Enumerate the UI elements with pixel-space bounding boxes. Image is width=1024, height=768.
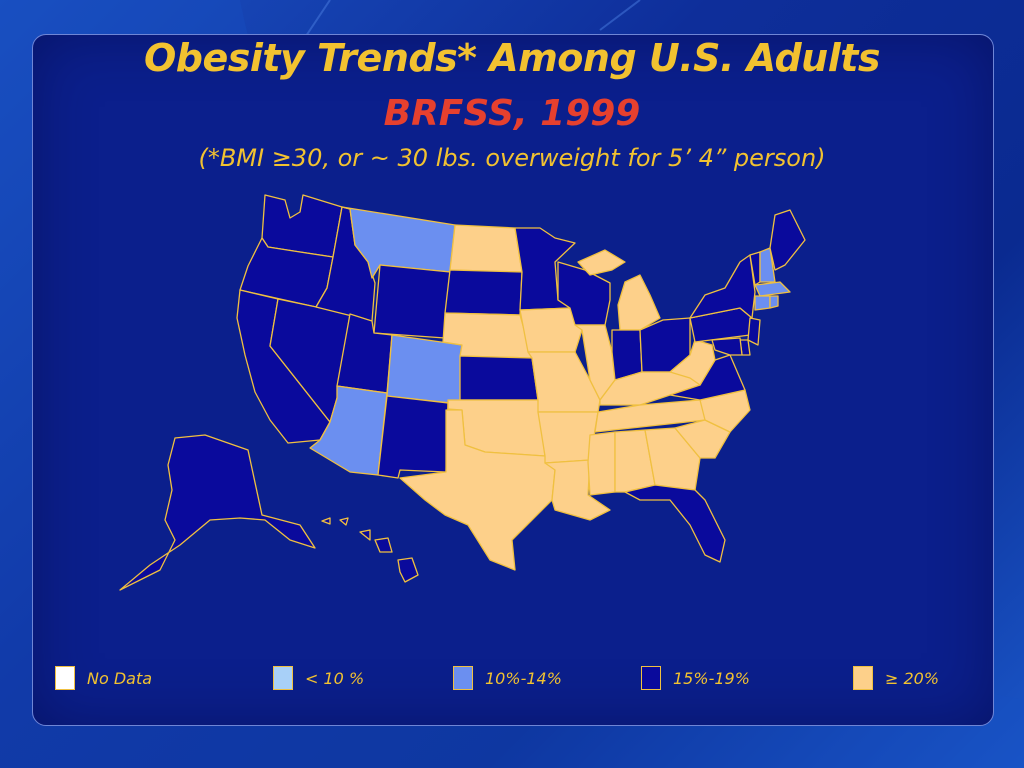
state-ri [769, 295, 779, 309]
state-sd [444, 269, 523, 316]
legend-swatch [453, 666, 473, 690]
state-wy [373, 264, 451, 339]
state-nm [377, 395, 449, 479]
state-fl [624, 484, 726, 563]
state-nc [699, 389, 751, 433]
state-ks [459, 355, 539, 401]
state-hi [321, 517, 419, 583]
slide-title: Obesity Trends* Among U.S. Adults [143, 36, 881, 80]
state-mi [577, 249, 626, 276]
state-nd [449, 224, 523, 273]
state-ms [587, 431, 616, 496]
state-ny [689, 254, 756, 319]
state-ga [644, 427, 701, 491]
state-mi-lower [617, 274, 661, 331]
state-wv [669, 339, 716, 386]
legend-label: 15%-19% [673, 669, 750, 688]
legend-label: ≥ 20% [885, 669, 940, 688]
state-nj [747, 317, 761, 346]
legend-swatch [55, 666, 75, 690]
state-ak [119, 434, 316, 591]
legend-swatch [853, 666, 873, 690]
state-in [611, 329, 643, 381]
state-co [386, 334, 463, 405]
slide-subtitle: BRFSS, 1999 [383, 93, 641, 134]
states-layer [119, 194, 806, 591]
legend-label: < 10 % [305, 669, 365, 688]
legend-swatch [273, 666, 293, 690]
state-tx [399, 409, 556, 571]
state-sc [674, 419, 731, 459]
state-ma [754, 281, 791, 297]
state-me [769, 209, 806, 271]
legend-label: 10%-14% [485, 669, 562, 688]
slide-note: (*BMI ≥30, or ~ 30 lbs. overweight for 5… [198, 144, 826, 172]
state-mn [514, 227, 576, 311]
state-md [711, 337, 743, 356]
legend-label: No Data [87, 669, 153, 688]
state-ct [754, 295, 771, 311]
state-ia [519, 307, 583, 353]
legend-swatch [641, 666, 661, 690]
